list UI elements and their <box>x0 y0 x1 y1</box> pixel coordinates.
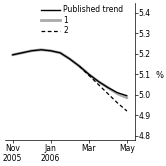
Y-axis label: %: % <box>155 71 163 80</box>
Legend: Published trend, 1, 2: Published trend, 1, 2 <box>41 5 123 35</box>
